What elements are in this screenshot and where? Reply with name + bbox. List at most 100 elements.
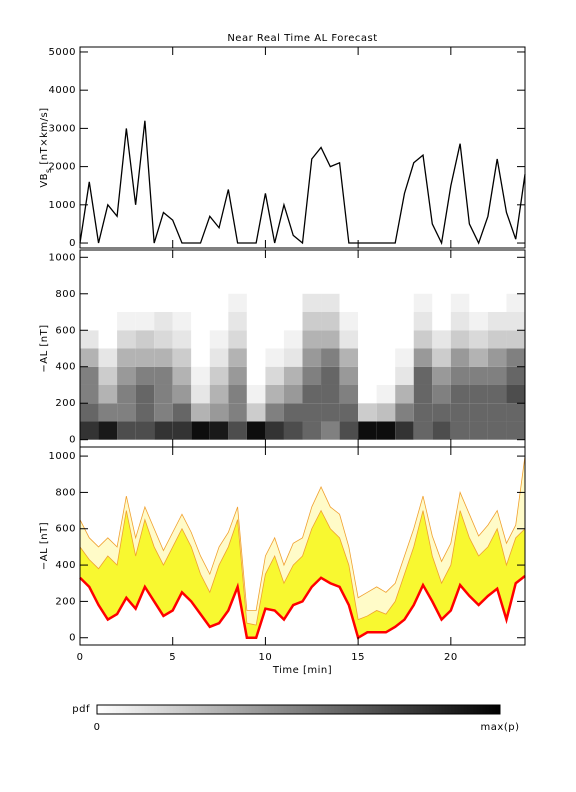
heat-cell: [506, 421, 525, 440]
chart-title: Near Real Time AL Forecast: [227, 33, 377, 44]
heat-cell: [172, 348, 192, 367]
heat-cell: [135, 293, 155, 313]
heat-cell: [283, 312, 303, 331]
heat-cell: [469, 348, 488, 367]
heat-cell: [469, 312, 488, 331]
heat-cell: [191, 293, 210, 313]
heat-cell: [80, 403, 99, 422]
heat-cell: [80, 366, 99, 385]
heat-cell: [228, 293, 247, 313]
band-edge: [79, 509, 526, 626]
heat-cell: [395, 366, 414, 385]
heat-cell: [432, 403, 451, 422]
heat-cell: [339, 384, 359, 404]
heat-cell: [506, 330, 525, 349]
heat-cell: [413, 384, 433, 404]
heat-cell: [358, 384, 377, 404]
heat-cell: [321, 384, 340, 404]
heat-cell: [172, 384, 192, 404]
band-edge: [79, 456, 526, 611]
heat-cell: [265, 330, 284, 349]
data-line: [79, 120, 526, 246]
x-tick-label: 15: [351, 652, 365, 663]
heat-cell: [246, 421, 266, 440]
heat-cell: [376, 312, 396, 331]
plot-frame: [79, 46, 526, 249]
heat-cell: [469, 403, 488, 422]
heat-cell: [283, 330, 303, 349]
heat-cell: [283, 384, 303, 404]
heat-cell: [228, 403, 247, 422]
y-tick-label: 1000: [49, 451, 76, 462]
heat-cell: [321, 366, 340, 385]
panel: 0 1000 2000 3000 4000 5000 VBs [nT×km/s] Near R…: [39, 33, 526, 249]
colorbar-min-label: 0: [94, 722, 101, 733]
y-tick-label: 800: [55, 487, 76, 498]
heat-cell: [487, 330, 507, 349]
heat-cell: [339, 293, 359, 313]
heat-cell: [246, 312, 266, 331]
heat-cell: [302, 348, 322, 367]
heat-cell: [154, 330, 173, 349]
heat-cell: [228, 366, 247, 385]
heat-cell: [432, 293, 451, 313]
heat-cell: [172, 403, 192, 422]
heat-cell: [450, 312, 470, 331]
heat-cell: [506, 366, 525, 385]
heat-cell: [413, 293, 433, 313]
heat-cell: [135, 403, 155, 422]
colorbar: [96, 704, 501, 715]
heat-cell: [228, 330, 247, 349]
heat-cell: [358, 330, 377, 349]
heat-cell: [321, 293, 340, 313]
heat-cell: [358, 293, 377, 313]
heat-cell: [339, 366, 359, 385]
heat-cell: [413, 421, 433, 440]
heat-cell: [265, 348, 284, 367]
heat-cell: [265, 403, 284, 422]
inner-band: [80, 510, 525, 638]
heat-cell: [487, 312, 507, 331]
heat-cell: [135, 330, 155, 349]
heat-cell: [376, 293, 396, 313]
heat-cell: [432, 384, 451, 404]
y-axis-label-part: s: [44, 168, 53, 173]
heat-cell: [413, 403, 433, 422]
heat-cell: [265, 421, 284, 440]
heat-cell: [321, 312, 340, 331]
heat-cell: [80, 348, 99, 367]
heat-cell: [209, 293, 229, 313]
heat-cell: [339, 348, 359, 367]
y-tick-label: 400: [55, 362, 76, 373]
heat-cell: [154, 348, 173, 367]
heat-cell: [469, 293, 488, 313]
heat-cell: [135, 384, 155, 404]
heat-cell: [469, 384, 488, 404]
y-tick-label: 400: [55, 560, 76, 571]
heat-cell: [376, 330, 396, 349]
heat-cell: [395, 293, 414, 313]
y-tick-label: 800: [55, 289, 76, 300]
heat-cell: [413, 348, 433, 367]
y-tick-label: 0: [69, 238, 76, 249]
y-tick-label: 1000: [49, 200, 76, 211]
heat-cell: [209, 421, 229, 440]
heat-cell: [228, 312, 247, 331]
heat-cell: [98, 384, 118, 404]
heat-cell: [506, 348, 525, 367]
heat-cell: [246, 330, 266, 349]
heat-cell: [209, 403, 229, 422]
heat-cell: [450, 403, 470, 422]
y-axis-label: VBs [nT×km/s]: [39, 107, 53, 187]
heat-cell: [80, 384, 99, 404]
panel: 0 200 400 600 800 1000 −AL [nT]: [39, 249, 526, 448]
colorbar-max-label: max(p): [481, 722, 520, 733]
heat-cell: [246, 403, 266, 422]
y-axis-label-part: [nT×km/s]: [39, 107, 50, 168]
heat-cell: [376, 403, 396, 422]
heat-cell: [487, 366, 507, 385]
outer-band: [80, 456, 525, 626]
x-tick-label: 5: [169, 652, 176, 663]
heat-cell: [209, 348, 229, 367]
heat-cell: [117, 312, 136, 331]
